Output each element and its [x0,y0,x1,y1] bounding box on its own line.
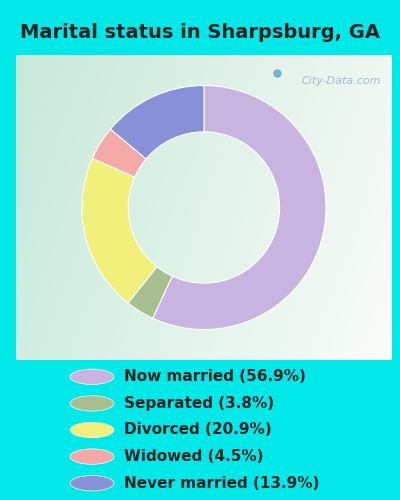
Circle shape [70,449,114,464]
Text: Widowed (4.5%): Widowed (4.5%) [124,449,264,464]
Wedge shape [92,129,146,177]
Text: Never married (13.9%): Never married (13.9%) [124,476,319,490]
Wedge shape [110,86,204,159]
Wedge shape [82,158,157,303]
Text: Separated (3.8%): Separated (3.8%) [124,396,274,411]
Text: Now married (56.9%): Now married (56.9%) [124,370,306,384]
Circle shape [70,476,114,491]
Text: City-Data.com: City-Data.com [301,76,381,86]
Wedge shape [153,86,326,330]
Circle shape [70,396,114,411]
Text: Divorced (20.9%): Divorced (20.9%) [124,422,272,438]
Wedge shape [128,266,172,318]
Circle shape [70,369,114,384]
Text: Marital status in Sharpsburg, GA: Marital status in Sharpsburg, GA [20,24,380,42]
Circle shape [70,422,114,438]
